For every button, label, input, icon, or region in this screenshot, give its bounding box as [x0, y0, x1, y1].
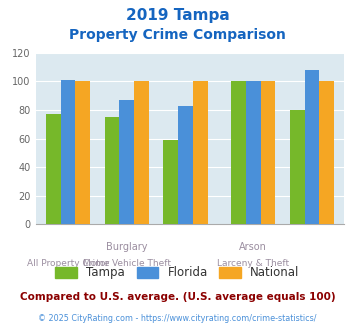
Text: Compared to U.S. average. (U.S. average equals 100): Compared to U.S. average. (U.S. average …: [20, 292, 335, 302]
Text: Property Crime Comparison: Property Crime Comparison: [69, 28, 286, 42]
Bar: [290, 110, 305, 224]
Text: 2019 Tampa: 2019 Tampa: [126, 8, 229, 23]
Bar: [134, 82, 149, 224]
Text: Burglary: Burglary: [106, 242, 147, 251]
Bar: [193, 82, 208, 224]
Bar: [261, 82, 275, 224]
Bar: [305, 70, 320, 224]
Text: Arson: Arson: [239, 242, 267, 251]
Bar: [178, 106, 193, 224]
Bar: [231, 82, 246, 224]
Text: All Property Crime: All Property Crime: [27, 259, 109, 268]
Bar: [60, 80, 75, 224]
Bar: [119, 100, 134, 224]
Bar: [320, 82, 334, 224]
Text: Motor Vehicle Theft: Motor Vehicle Theft: [83, 259, 171, 268]
Bar: [75, 82, 90, 224]
Bar: [46, 114, 60, 224]
Bar: [105, 117, 119, 224]
Legend: Tampa, Florida, National: Tampa, Florida, National: [51, 262, 304, 284]
Text: © 2025 CityRating.com - https://www.cityrating.com/crime-statistics/: © 2025 CityRating.com - https://www.city…: [38, 314, 317, 323]
Bar: [163, 140, 178, 224]
Text: Larceny & Theft: Larceny & Theft: [217, 259, 289, 268]
Bar: [246, 82, 261, 224]
